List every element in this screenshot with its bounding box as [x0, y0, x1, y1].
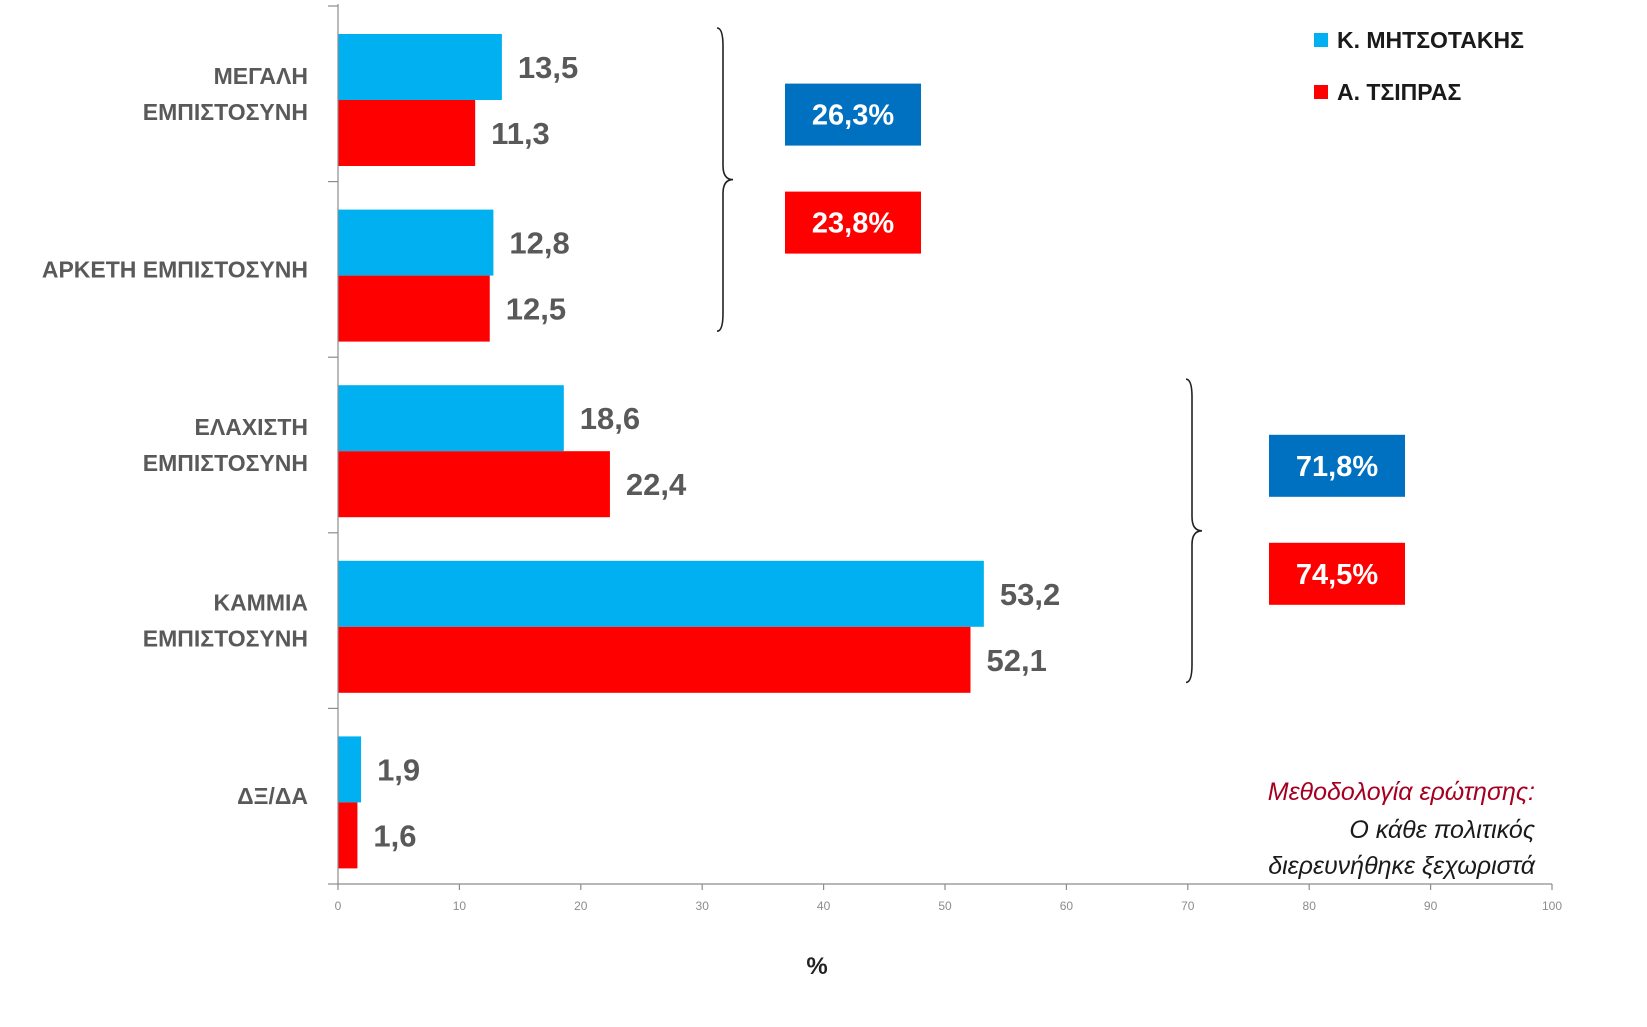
x-tick-label-8: 80 — [1303, 899, 1317, 913]
note-title: Μεθοδολογία ερώτησης: — [1268, 778, 1535, 806]
bar-series0-cat1 — [338, 209, 494, 276]
note-line-1: διερευνήθηκε ξεχωριστά — [1268, 852, 1536, 880]
value-label-series0-cat4: 1,9 — [377, 752, 420, 787]
note-line-0: Ο κάθε πολιτικός — [1349, 816, 1535, 844]
bar-series1-cat2 — [338, 451, 610, 518]
bar-series1-cat1 — [338, 275, 490, 342]
bar-series0-cat0 — [338, 34, 502, 100]
value-label-series0-cat0: 13,5 — [518, 50, 578, 85]
x-tick-label-9: 90 — [1424, 899, 1438, 913]
labels-layer: 13,5 12,8 18,6 53,2 1,9 11,3 12,5 22,4 52,1 1,6 ΜΕ… — [42, 50, 1060, 853]
category-label-3-line0: ΚΑΜΜΙΑ — [213, 590, 308, 616]
total-box-0-1 — [785, 191, 921, 254]
total-label-1-0: 71,8% — [1296, 451, 1378, 483]
x-tick-label-5: 50 — [938, 899, 952, 913]
x-tick-label-0: 0 — [335, 899, 342, 913]
category-label-0-line0: ΜΕΓΑΛΗ — [214, 63, 308, 89]
total-label-0-1: 23,8% — [812, 208, 894, 240]
methodology-note: Μεθοδολογία ερώτησης: Ο κάθε πολιτικός διε… — [1268, 778, 1536, 880]
value-label-series0-cat1: 12,8 — [509, 226, 569, 261]
x-tick-label-3: 30 — [696, 899, 710, 913]
value-label-series0-cat3: 53,2 — [1000, 577, 1060, 612]
value-label-series1-cat4: 1,6 — [373, 818, 416, 853]
bar-series0-cat4 — [338, 736, 362, 803]
bar-series0-cat3 — [338, 560, 984, 627]
value-label-series1-cat1: 12,5 — [506, 292, 566, 327]
axes-layer: 0 10 20 30 40 50 60 70 80 90 100% — [328, 4, 1562, 980]
legend-swatch-0 — [1314, 33, 1328, 47]
total-box-1-0 — [1269, 434, 1405, 497]
category-label-3-line1: ΕΜΠΙΣΤΟΣΥΝΗ — [143, 626, 308, 652]
bar-series1-cat0 — [338, 100, 476, 166]
legend-label-0: Κ. ΜΗΤΣΟΤΑΚΗΣ — [1337, 27, 1524, 53]
x-axis-title: % — [806, 953, 827, 980]
bars-layer — [338, 34, 984, 869]
braces-layer — [716, 27, 1203, 684]
legend: Κ. ΜΗΤΣΟΤΑΚΗΣ Α. ΤΣΙΠΡΑΣ — [1314, 27, 1524, 105]
x-tick-label-10: 100 — [1542, 899, 1562, 913]
x-tick-label-2: 20 — [574, 899, 588, 913]
total-label-0-0: 26,3% — [812, 100, 894, 132]
category-label-2-line0: ΕΛΑΧΙΣΤΗ — [195, 414, 308, 440]
brace-0 — [716, 27, 734, 332]
bar-series0-cat2 — [338, 385, 564, 452]
value-label-series1-cat2: 22,4 — [626, 467, 687, 502]
brace-1 — [1185, 378, 1203, 684]
x-tick-label-1: 10 — [453, 899, 467, 913]
bar-series1-cat4 — [338, 802, 358, 869]
total-box-0-0 — [785, 83, 921, 146]
value-label-series0-cat2: 18,6 — [580, 401, 640, 436]
category-label-2-line1: ΕΜΠΙΣΤΟΣΥΝΗ — [143, 450, 308, 476]
value-label-series1-cat0: 11,3 — [491, 116, 550, 151]
category-label-4-line0: ΔΞ/ΔΑ — [237, 783, 308, 809]
legend-swatch-1 — [1314, 85, 1328, 99]
x-tick-label-6: 60 — [1060, 899, 1074, 913]
total-boxes-layer: 26,3% 23,8% 71,8% 74,5% — [785, 83, 1405, 605]
category-label-1-line0: ΑΡΚΕΤΗ ΕΜΠΙΣΤΟΣΥΝΗ — [42, 256, 308, 282]
category-label-0-line1: ΕΜΠΙΣΤΟΣΥΝΗ — [143, 99, 308, 125]
x-tick-label-7: 70 — [1181, 899, 1195, 913]
legend-label-1: Α. ΤΣΙΠΡΑΣ — [1337, 79, 1461, 105]
total-box-1-1 — [1269, 542, 1405, 605]
x-tick-label-4: 40 — [817, 899, 831, 913]
total-label-1-1: 74,5% — [1296, 559, 1378, 591]
value-label-series1-cat3: 52,1 — [986, 643, 1046, 678]
bar-series1-cat3 — [338, 626, 971, 693]
